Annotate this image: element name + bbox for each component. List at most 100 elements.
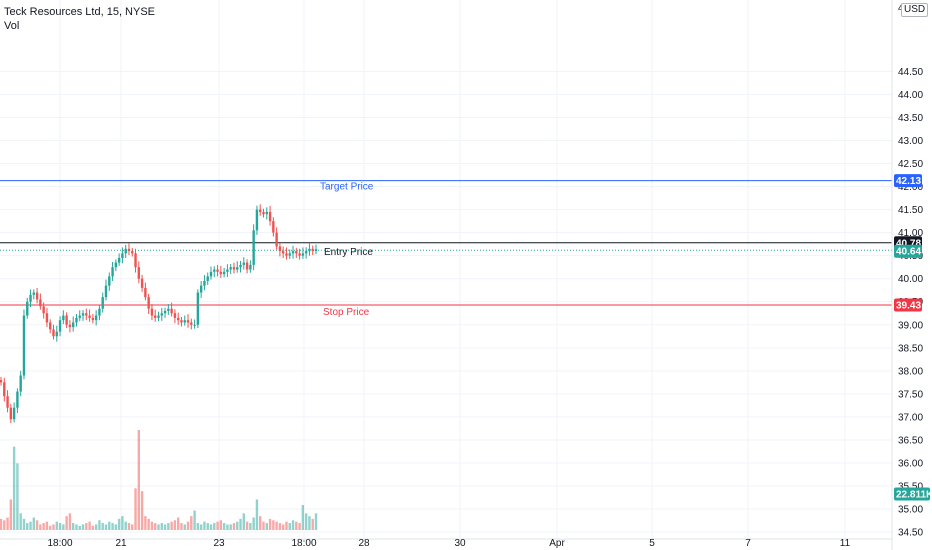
price-levels: Target Price Stop Price Entry Price xyxy=(0,180,892,318)
candle-body xyxy=(9,407,13,420)
candle-body xyxy=(29,294,32,302)
volume-bar xyxy=(183,524,186,530)
volume-bar xyxy=(131,524,134,530)
candle-body xyxy=(199,285,203,293)
volume-bar xyxy=(150,521,154,530)
time-tick-label: 21 xyxy=(115,538,127,549)
volume-bar xyxy=(186,521,190,530)
candle-body xyxy=(150,308,154,316)
time-tick-label: 5 xyxy=(649,538,655,549)
volume-bar xyxy=(104,524,108,530)
volume-bar xyxy=(29,521,32,530)
currency-selector[interactable]: USD xyxy=(901,3,929,17)
volume-bar xyxy=(180,523,183,530)
target-price-badge-bg xyxy=(894,174,922,188)
target-price-badge: 42.13 xyxy=(894,174,922,188)
candle-body xyxy=(45,313,49,323)
candle-body xyxy=(262,211,265,215)
volume-bar xyxy=(203,521,206,530)
volume-bar xyxy=(22,518,26,530)
volume-bar xyxy=(236,521,239,530)
candle-body xyxy=(255,209,259,231)
candle-body xyxy=(193,324,196,326)
symbol-title[interactable]: Teck Resources Ltd, 15, NYSE xyxy=(4,6,156,18)
candle-body xyxy=(81,313,85,316)
candle-body xyxy=(206,276,209,282)
target-price-badge-text: 42.13 xyxy=(896,176,921,187)
candle-body xyxy=(281,251,285,254)
volume-bar xyxy=(16,463,19,530)
volume-bar xyxy=(163,524,167,530)
candle-body xyxy=(94,315,98,321)
candle-body xyxy=(196,292,200,325)
candle-body xyxy=(239,264,242,268)
candle-body xyxy=(301,253,305,256)
candle-body xyxy=(278,246,282,252)
time-tick-label: Apr xyxy=(549,538,565,549)
volume-bar xyxy=(281,524,285,530)
volume-bar xyxy=(71,523,75,530)
volume-bar xyxy=(193,510,196,530)
volume-bar xyxy=(52,524,55,530)
volume-bar xyxy=(314,513,318,530)
candle-body xyxy=(314,249,318,252)
volume-bar xyxy=(298,523,301,530)
last-price-badge-bg xyxy=(894,244,922,258)
volume-bar xyxy=(226,524,229,530)
stop-price-badge-text: 39.43 xyxy=(896,300,921,311)
volume-bar xyxy=(35,520,39,530)
candle-body xyxy=(104,285,108,298)
target-price-label: Target Price xyxy=(320,182,374,193)
candle-body xyxy=(265,211,268,215)
candle-body xyxy=(124,248,127,254)
candle-body xyxy=(39,299,42,307)
candle-body xyxy=(154,315,157,318)
volume-indicator-label[interactable]: Vol xyxy=(4,20,20,32)
volume-bar xyxy=(39,524,42,530)
volume-bar xyxy=(199,524,203,530)
volume-bar xyxy=(78,525,81,530)
volume-bar xyxy=(124,521,127,530)
chart-grid xyxy=(0,0,892,539)
candle-body xyxy=(170,308,173,314)
candle-body xyxy=(236,267,239,270)
last-price-badge: 40.64 xyxy=(894,244,922,258)
volume-bar xyxy=(55,521,58,530)
candle-body xyxy=(55,331,58,337)
price-tick-label: 35.00 xyxy=(898,505,923,516)
stop-price-badge-bg xyxy=(894,298,922,312)
candle-body xyxy=(88,315,91,318)
time-tick-label: 18:00 xyxy=(47,538,72,549)
price-tick-label: 44.50 xyxy=(898,67,923,78)
candle-body xyxy=(49,322,52,330)
volume-bar xyxy=(242,513,246,530)
volume-bar xyxy=(98,520,101,530)
candle-body xyxy=(295,251,298,254)
candle-body xyxy=(137,267,141,279)
entry-price-label: Entry Price xyxy=(324,247,373,258)
volume-bar xyxy=(134,488,137,530)
candle-body xyxy=(245,262,249,270)
candle-body xyxy=(285,253,288,256)
candle-body xyxy=(180,320,183,323)
candle-body xyxy=(78,315,81,318)
candle-body xyxy=(186,320,190,323)
volume-bar xyxy=(62,524,65,530)
volume-bar xyxy=(121,516,124,530)
time-tick-label: 23 xyxy=(213,538,225,549)
volume-bar xyxy=(144,516,147,530)
volume-bar xyxy=(173,520,177,530)
candle-body xyxy=(226,269,229,272)
price-tick-label: 43.50 xyxy=(898,113,923,124)
volume-bar xyxy=(252,517,255,530)
volume-value-badge-bg xyxy=(894,487,930,501)
candle-body xyxy=(222,271,226,275)
volume-bar xyxy=(127,523,131,530)
volume-bar xyxy=(12,446,16,530)
volume-bar xyxy=(209,524,213,530)
volume-bar xyxy=(301,505,305,530)
volume-bar xyxy=(285,521,288,530)
time-tick-label: 11 xyxy=(840,538,851,549)
